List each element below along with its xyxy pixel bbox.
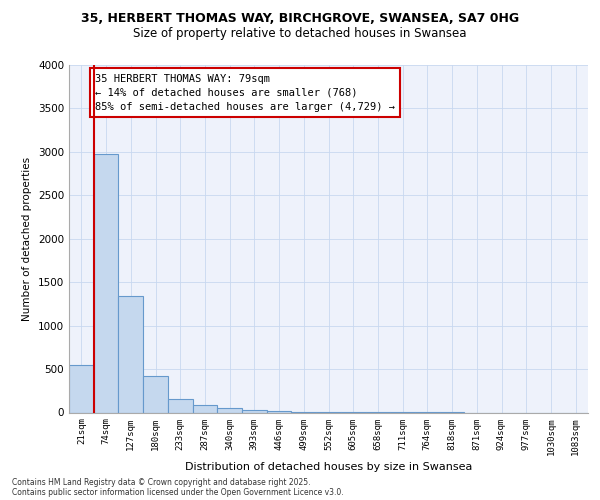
Y-axis label: Number of detached properties: Number of detached properties [22,156,32,321]
Bar [69,364,94,412]
Bar [193,404,217,412]
Text: 35 HERBERT THOMAS WAY: 79sqm
← 14% of detached houses are smaller (768)
85% of s: 35 HERBERT THOMAS WAY: 79sqm ← 14% of de… [95,74,395,112]
Text: Size of property relative to detached houses in Swansea: Size of property relative to detached ho… [133,28,467,40]
Bar [217,408,242,412]
Bar [94,154,118,412]
Bar [118,296,143,412]
X-axis label: Distribution of detached houses by size in Swansea: Distribution of detached houses by size … [185,462,472,472]
Bar [143,376,168,412]
Bar [242,410,267,412]
Bar [168,399,193,412]
Text: Contains HM Land Registry data © Crown copyright and database right 2025.: Contains HM Land Registry data © Crown c… [12,478,311,487]
Text: Contains public sector information licensed under the Open Government Licence v3: Contains public sector information licen… [12,488,344,497]
Text: 35, HERBERT THOMAS WAY, BIRCHGROVE, SWANSEA, SA7 0HG: 35, HERBERT THOMAS WAY, BIRCHGROVE, SWAN… [81,12,519,26]
Bar [267,411,292,412]
